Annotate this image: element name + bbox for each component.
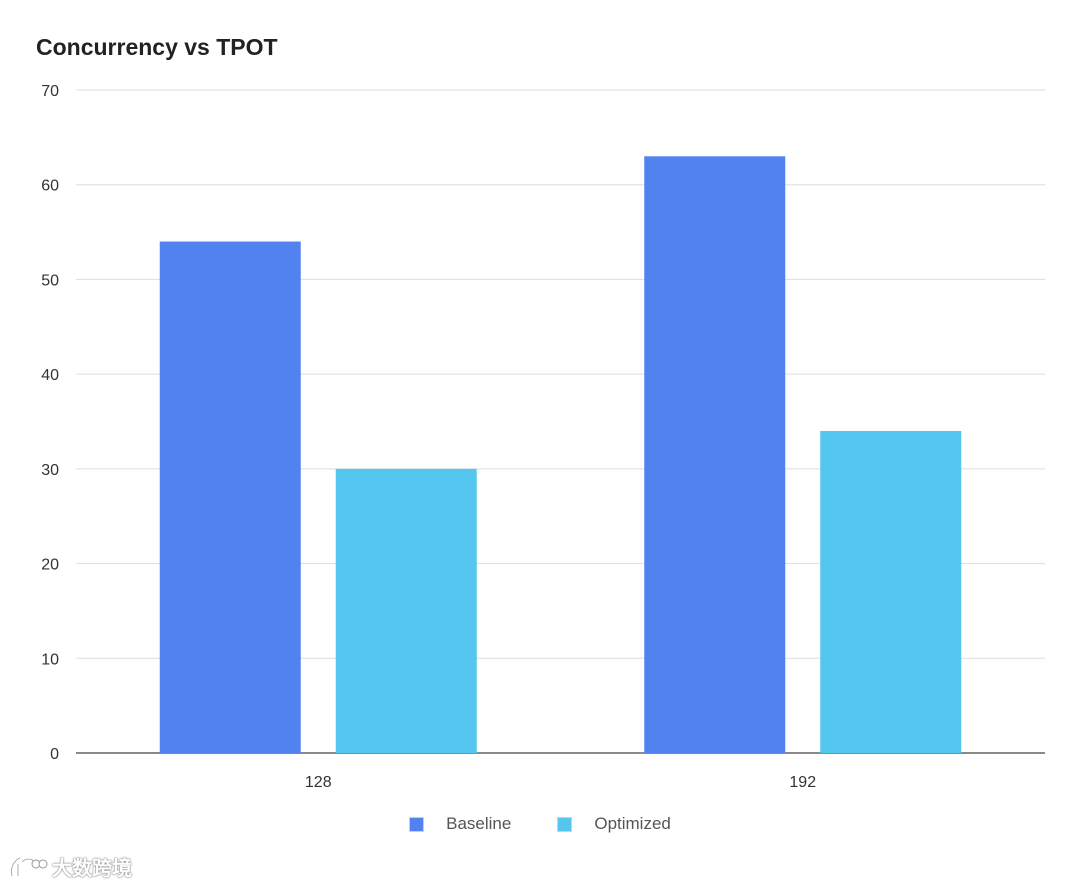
legend-item-baseline[interactable]: Baseline <box>409 814 511 834</box>
legend-item-optimized[interactable]: Optimized <box>557 814 671 834</box>
chart-title: Concurrency vs TPOT <box>36 34 278 60</box>
y-tick-label: 20 <box>41 557 59 574</box>
legend-label-baseline: Baseline <box>446 814 512 833</box>
y-tick-label: 50 <box>41 272 59 289</box>
x-tick-label: 128 <box>305 774 332 791</box>
bar-optimized-128 <box>335 468 477 753</box>
chart-legend: Baseline Optimized <box>0 814 1080 834</box>
y-tick-label: 0 <box>50 746 59 763</box>
y-tick-label: 10 <box>41 651 59 668</box>
y-tick-label: 30 <box>41 462 59 479</box>
x-tick-label: 192 <box>789 774 816 791</box>
y-tick-label: 60 <box>41 178 59 195</box>
watermark-logo-icon <box>10 856 48 876</box>
bar-baseline-192 <box>644 156 786 754</box>
bar-optimized-192 <box>820 430 962 753</box>
legend-swatch-baseline <box>409 816 425 832</box>
y-tick-label: 40 <box>41 367 59 384</box>
legend-label-optimized: Optimized <box>594 814 671 833</box>
legend-swatch-optimized <box>557 816 573 832</box>
watermark-text: 大数跨境 <box>52 856 132 880</box>
y-tick-label: 70 <box>41 83 59 100</box>
watermark: 大数跨境 <box>8 852 132 881</box>
chart-plot-area: 0 10 20 30 40 50 60 70 128 192 <box>41 83 1045 791</box>
bar-baseline-128 <box>159 241 301 754</box>
